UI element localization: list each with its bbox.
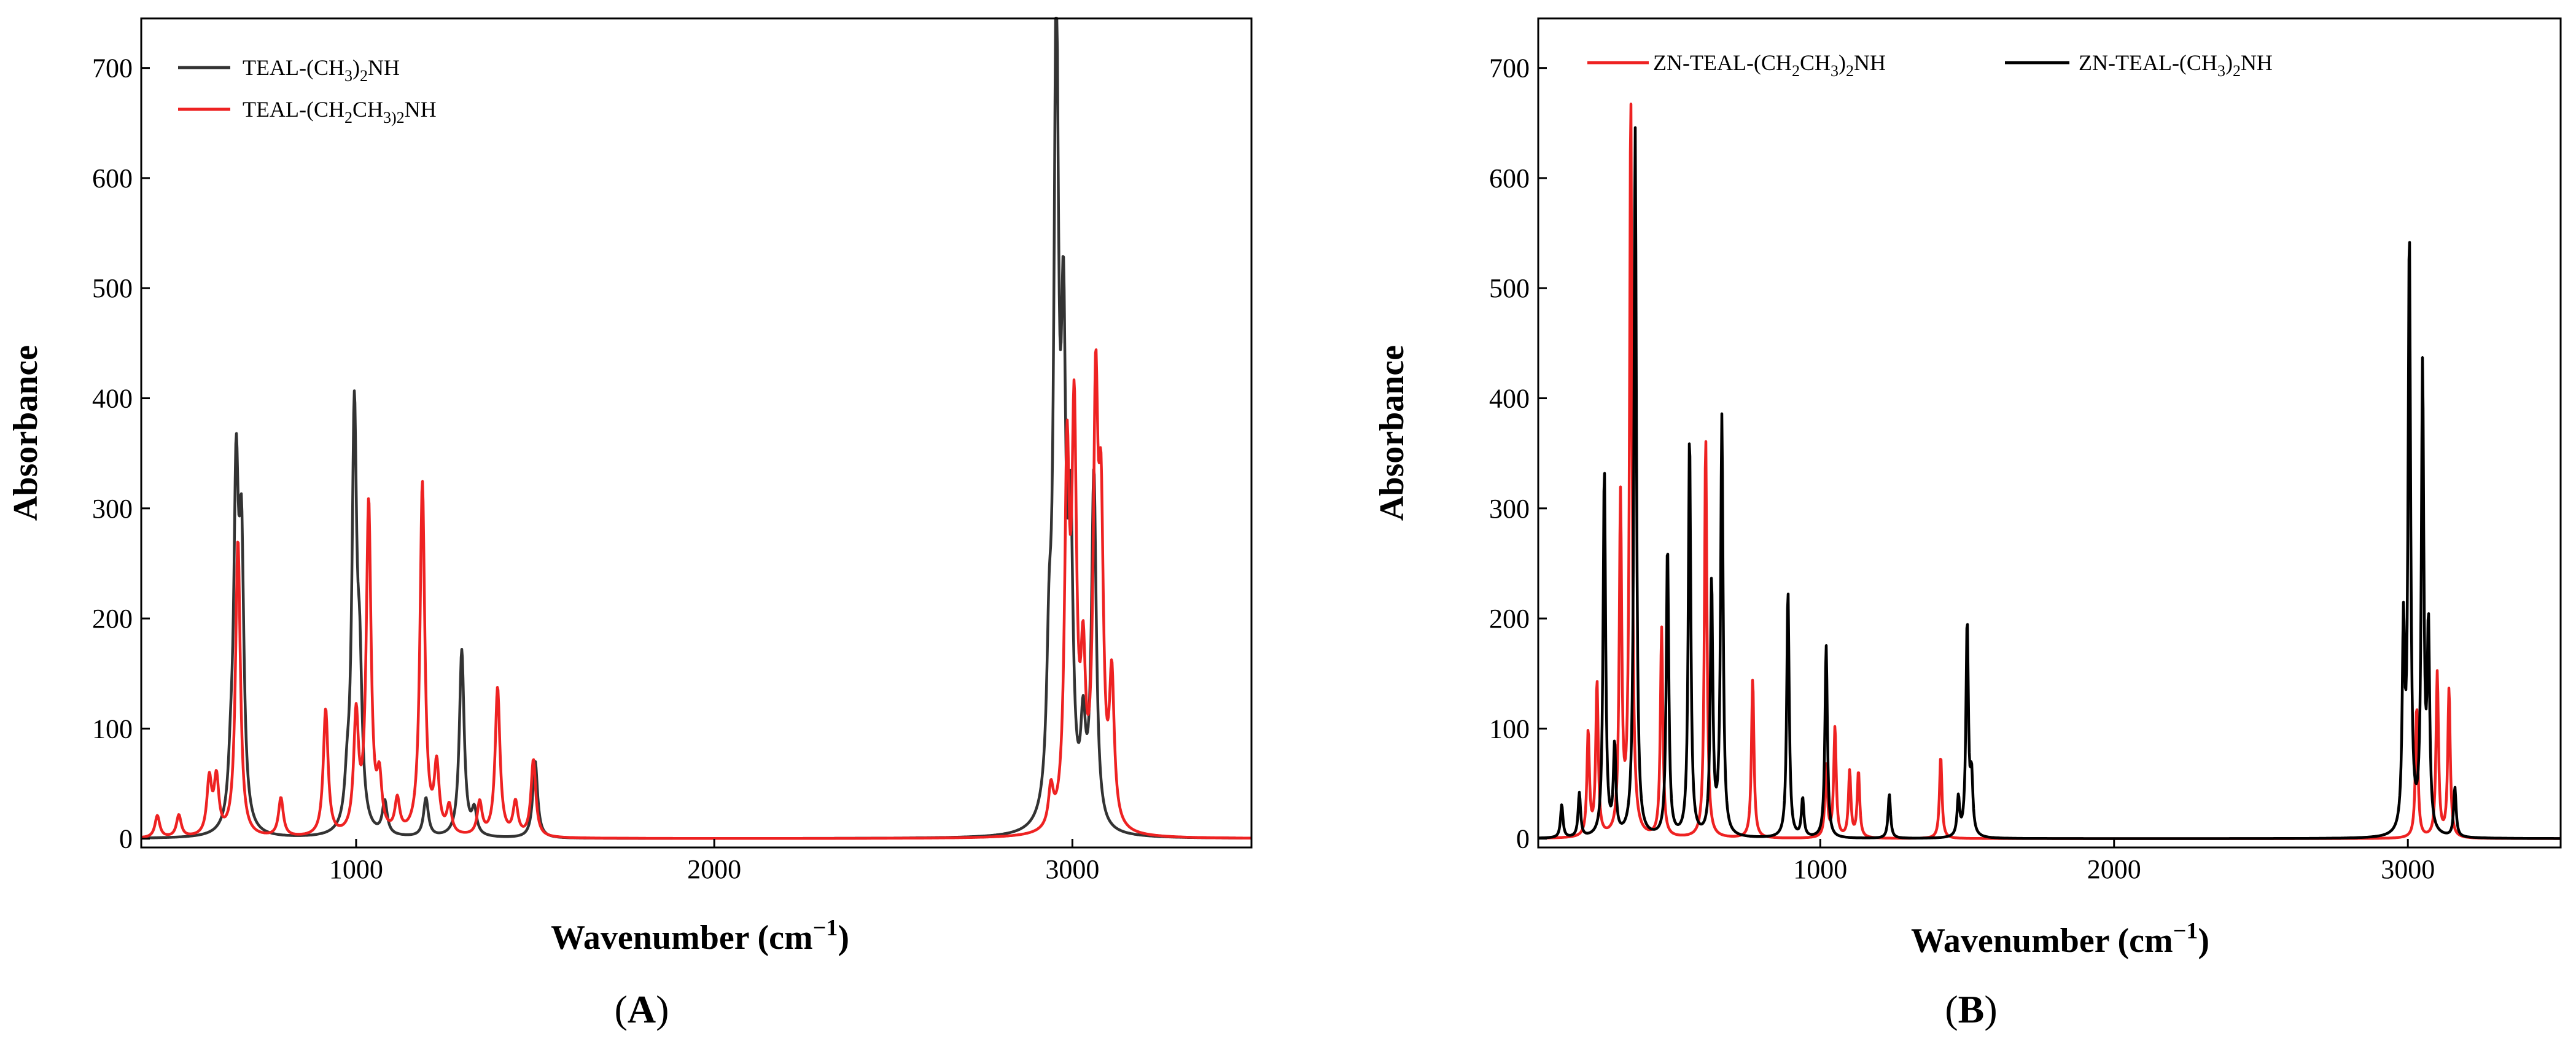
panel-b-x-tick-label-1: 2000 [2087, 854, 2141, 884]
panel-a-x-tick-label-2: 3000 [1045, 854, 1099, 884]
panel-a-series-0-line [140, 17, 1253, 840]
panel-a-x-axis-label: Wavenumber (cm−1) [551, 915, 849, 957]
panel-a-y-axis-label: Absorbance [7, 345, 45, 521]
panel-b-curves [1537, 103, 2562, 840]
panel-a-series-1-line [140, 348, 1253, 840]
panel-a-plot-frame [140, 17, 1253, 849]
panel-a-y-tick-label-1: 100 [92, 714, 133, 744]
panel-b-legend: ZN-TEAL-(CH2CH3)2NH ZN-TEAL-(CH3)2NH [1587, 50, 2273, 80]
panel-b-series-1-line [1537, 126, 2562, 840]
panel-b-x-tick-label-0: 1000 [1793, 854, 1847, 884]
panel-a-curves [140, 17, 1253, 840]
panel-b-legend-label-2: ZN-TEAL-(CH3)2NH [2079, 50, 2273, 80]
panel-b-tag: (B) [1945, 988, 1997, 1031]
panel-b-y-tick-label-3: 300 [1489, 494, 1530, 524]
panel-b-y-tick-label-1: 100 [1489, 714, 1530, 744]
panel-a-legend-label-2: TEAL-(CH2CH3)2NH [243, 97, 437, 127]
panel-b-y-tick-label-5: 500 [1489, 273, 1530, 303]
panel-a-y-tick-label-0: 0 [119, 824, 133, 854]
panel-a-y-tick-label-2: 200 [92, 604, 133, 634]
panel-a-x-tick-label-0: 1000 [329, 854, 383, 884]
panel-a-ticks: 1000 2000 3000 0 100 200 300 400 500 600 700 [92, 53, 1099, 884]
panel-b-legend-label-1: ZN-TEAL-(CH2CH3)2NH [1653, 50, 1886, 80]
panel-a-legend: TEAL-(CH3)2NH TEAL-(CH2CH3)2NH [178, 55, 437, 127]
panel-b: 1000 2000 3000 0 100 200 300 400 500 600 700 Absor… [1373, 17, 2562, 1031]
panel-a-x-tick-label-1: 2000 [687, 854, 741, 884]
panel-b-x-tick-label-2: 3000 [2381, 854, 2435, 884]
panel-a-tag: (A) [615, 988, 669, 1031]
panel-a-y-tick-label-7: 700 [92, 53, 133, 84]
panel-b-y-tick-label-2: 200 [1489, 604, 1530, 634]
panel-a-y-tick-label-5: 500 [92, 273, 133, 303]
panel-b-plot-frame [1537, 17, 2562, 849]
panel-b-y-tick-label-4: 400 [1489, 384, 1530, 414]
panel-a-legend-label-1: TEAL-(CH3)2NH [243, 55, 400, 85]
panel-b-ticks: 1000 2000 3000 0 100 200 300 400 500 600 700 [1489, 53, 2435, 884]
panel-b-y-tick-label-0: 0 [1516, 824, 1530, 854]
panel-a: 1000 2000 3000 0 100 200 300 400 500 600 700 Absor… [7, 17, 1253, 1031]
panel-b-y-tick-label-6: 600 [1489, 163, 1530, 193]
panel-a-y-tick-label-6: 600 [92, 163, 133, 193]
panel-b-y-tick-label-7: 700 [1489, 53, 1530, 84]
panel-b-x-axis-label: Wavenumber (cm−1) [1911, 918, 2209, 960]
panel-b-y-axis-label: Absorbance [1373, 345, 1411, 521]
panel-a-y-tick-label-3: 300 [92, 494, 133, 524]
panel-a-y-tick-label-4: 400 [92, 384, 133, 414]
